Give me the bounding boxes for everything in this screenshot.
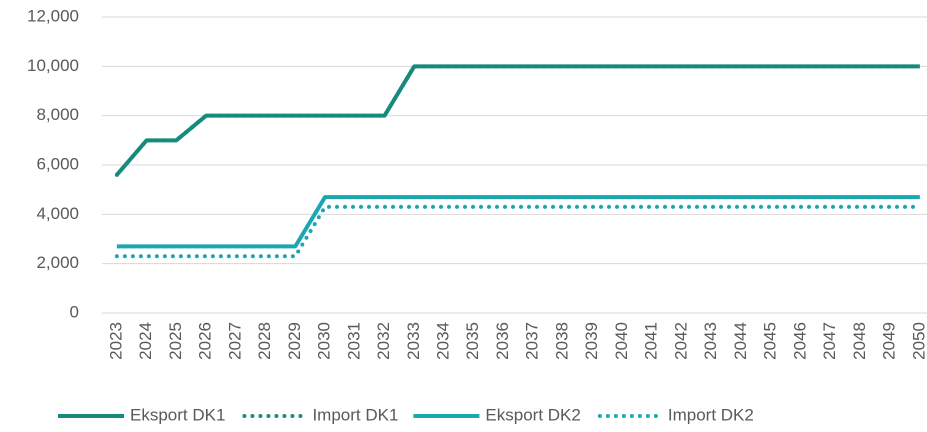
legend: Eksport DK1 Import DK1 Eksport DK2 Import D… bbox=[58, 405, 754, 424]
x-tick-label: 2048 bbox=[850, 322, 869, 360]
x-tick-label: 2031 bbox=[344, 322, 363, 360]
x-tick-label: 2039 bbox=[582, 322, 601, 360]
legend-label: Import DK1 bbox=[312, 405, 398, 424]
x-tick-label: 2029 bbox=[285, 322, 304, 360]
x-tick-label: 2044 bbox=[731, 322, 750, 360]
y-tick-label: 2,000 bbox=[36, 253, 79, 272]
x-tick-label: 2023 bbox=[106, 322, 125, 360]
x-tick-label: 2045 bbox=[761, 322, 780, 360]
series-line bbox=[114, 204, 922, 259]
x-tick-label: 2032 bbox=[374, 322, 393, 360]
y-tick-label: 12,000 bbox=[27, 6, 79, 25]
series-line bbox=[114, 64, 922, 177]
x-tick-label: 2026 bbox=[196, 322, 215, 360]
y-tick-label: 8,000 bbox=[36, 105, 79, 124]
x-tick-label: 2049 bbox=[880, 322, 899, 360]
x-tick-label: 2038 bbox=[552, 322, 571, 360]
legend-label: Eksport DK1 bbox=[130, 405, 225, 424]
x-tick-label: 2050 bbox=[909, 322, 927, 360]
x-tick-label: 2041 bbox=[642, 322, 661, 360]
x-tick-label: 2035 bbox=[463, 322, 482, 360]
y-tick-label: 0 bbox=[70, 302, 79, 321]
x-tick-label: 2024 bbox=[136, 322, 155, 360]
x-tick-label: 2034 bbox=[433, 322, 452, 360]
series-line bbox=[116, 195, 920, 249]
series-line bbox=[115, 64, 920, 177]
x-tick-label: 2043 bbox=[701, 322, 720, 360]
x-tick-label: 2027 bbox=[225, 322, 244, 360]
x-tick-label: 2047 bbox=[820, 322, 839, 360]
legend-label: Import DK2 bbox=[668, 405, 754, 424]
y-tick-label: 4,000 bbox=[36, 204, 79, 223]
x-tick-label: 2042 bbox=[671, 322, 690, 360]
x-tick-label: 2033 bbox=[404, 322, 423, 360]
legend-label: Eksport DK2 bbox=[485, 405, 580, 424]
y-tick-label: 10,000 bbox=[27, 56, 79, 75]
y-tick-label: 6,000 bbox=[36, 154, 79, 173]
x-tick-label: 2037 bbox=[523, 322, 542, 360]
x-tick-label: 2025 bbox=[166, 322, 185, 360]
x-tick-label: 2040 bbox=[612, 322, 631, 360]
x-tick-label: 2030 bbox=[315, 322, 334, 360]
x-tick-label: 2028 bbox=[255, 322, 274, 360]
x-tick-label: 2046 bbox=[790, 322, 809, 360]
x-tick-label: 2036 bbox=[493, 322, 512, 360]
